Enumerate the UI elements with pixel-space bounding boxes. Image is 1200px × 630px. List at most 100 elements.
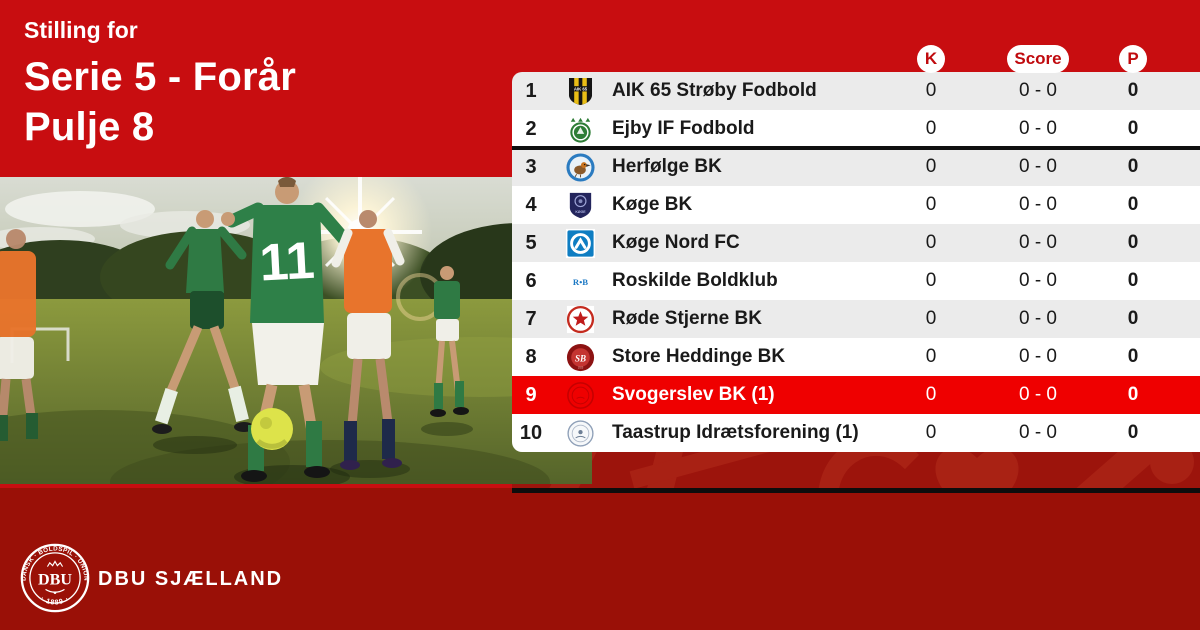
svg-text:SB: SB — [574, 353, 585, 363]
column-badge-k: K — [917, 45, 945, 73]
matches-played-value: 0 — [925, 270, 937, 291]
matches-played-value: 0 — [925, 80, 937, 101]
points-value: 0 — [1127, 232, 1139, 253]
score-value: 0 - 0 — [1018, 80, 1058, 101]
team-name: Ejby IF Fodbold — [612, 118, 755, 139]
score-value: 0 - 0 — [1018, 118, 1058, 139]
koege-nord-fc-crest-icon — [563, 227, 597, 259]
footer-band — [0, 488, 1200, 630]
points-value: 0 — [1127, 118, 1139, 139]
matches-played-value: 0 — [925, 232, 937, 253]
column-label-p: P — [1127, 49, 1139, 68]
player-green-right — [430, 266, 469, 417]
promotion-divider-rule — [512, 146, 1200, 150]
store-heddinge-bk-crest-icon: SB 1925 — [563, 341, 597, 373]
position-number: 4 — [525, 193, 537, 216]
team-name: Svogerslev BK (1) — [612, 384, 775, 405]
position-number: 1 — [525, 79, 537, 102]
table-row: 2 Ejby IF Fodbold 0 0 - 0 0 — [512, 110, 1200, 148]
score-value: 0 - 0 — [1018, 346, 1058, 367]
brand-name: DBU SJÆLLAND — [98, 568, 284, 590]
title-block: Stilling for Serie 5 - Forår Pulje 8 — [24, 16, 296, 152]
ejby-if-crest-icon — [563, 113, 597, 145]
standings-table: 1 AIK 65 AIK 65 Strøby Fodbold 0 0 - 0 0… — [512, 72, 1200, 452]
team-name: Taastrup Idrætsforening (1) — [612, 422, 859, 443]
points-value: 0 — [1127, 308, 1139, 329]
table-row: 9 Svogerslev BK (1) 0 0 - 0 0 — [512, 376, 1200, 414]
hero-photo: 11 — [0, 177, 592, 484]
koege-bk-crest-icon: KØGE — [563, 189, 597, 221]
crest-monogram: DBU — [38, 572, 72, 589]
points-value: 0 — [1127, 270, 1139, 291]
matches-played-value: 0 — [925, 156, 937, 177]
team-name: Køge BK — [612, 194, 693, 215]
column-badge-score: Score — [1007, 45, 1069, 73]
aik-65-stroeby-crest-icon: AIK 65 — [563, 75, 597, 107]
table-row: 3 Herfølge BK 0 0 - 0 0 — [512, 148, 1200, 186]
player-green-left — [152, 210, 254, 434]
points-value: 0 — [1127, 346, 1139, 367]
matches-played-value: 0 — [925, 118, 937, 139]
table-row: 6 R•B Roskilde Boldklub 0 0 - 0 0 — [512, 262, 1200, 300]
position-number: 6 — [525, 269, 537, 292]
matches-played-value: 0 — [925, 308, 937, 329]
column-label-score: Score — [1014, 49, 1062, 68]
page-title-line2: Pulje 8 — [24, 105, 155, 149]
score-value: 0 - 0 — [1018, 384, 1058, 405]
svg-text:R•B: R•B — [572, 276, 587, 286]
team-name: Store Heddinge BK — [612, 346, 786, 367]
column-label-k: K — [924, 49, 938, 68]
team-name: Roskilde Boldklub — [612, 270, 778, 291]
score-value: 0 - 0 — [1018, 194, 1058, 215]
player-main: 11 — [221, 177, 355, 482]
herfoelge-bk-crest-icon — [563, 151, 597, 183]
soccer-action-illustration: 11 — [0, 177, 592, 484]
roskilde-boldklub-crest-icon: R•B — [563, 265, 597, 297]
svg-text:KØGE: KØGE — [575, 209, 586, 213]
eyebrow-label: Stilling for — [24, 17, 138, 43]
table-row: 5 Køge Nord FC 0 0 - 0 0 — [512, 224, 1200, 262]
table-row: 7 Røde Stjerne BK 0 0 - 0 0 — [512, 300, 1200, 338]
watermark-glyphs — [549, 452, 1194, 488]
position-number: 2 — [525, 117, 537, 140]
svogerslev-bk-crest-icon — [563, 379, 597, 411]
matches-played-value: 0 — [925, 346, 937, 367]
position-number: 8 — [525, 345, 537, 368]
svg-text:· 1889 ·: · 1889 · — [39, 595, 71, 606]
team-name: Herfølge BK — [612, 156, 722, 177]
points-value: 0 — [1127, 156, 1139, 177]
position-number: 3 — [525, 155, 537, 178]
crest-watermark-band — [512, 452, 1200, 488]
table-row: 8 SB 1925 Store Heddinge BK 0 0 - 0 0 — [512, 338, 1200, 376]
position-number: 7 — [525, 307, 537, 330]
crest-ring-text-bottom: · 1889 · — [39, 595, 70, 606]
score-value: 0 - 0 — [1018, 156, 1058, 177]
matches-played-value: 0 — [925, 384, 937, 405]
dbu-crest-icon: DANSK · BOLDSPIL · UNION · 1889 · DBU — [21, 543, 90, 613]
table-row: 10 Taastrup Idrætsforening (1) 0 0 - 0 0 — [512, 414, 1200, 452]
team-name: AIK 65 Strøby Fodbold — [612, 80, 817, 101]
svg-text:1925: 1925 — [577, 366, 583, 369]
matches-played-value: 0 — [925, 422, 937, 443]
score-value: 0 - 0 — [1018, 232, 1058, 253]
svg-text:AIK 65: AIK 65 — [573, 86, 587, 91]
page-title-line1: Serie 5 - Forår — [24, 55, 297, 99]
table-bottom-rule — [512, 488, 1200, 493]
matches-played-value: 0 — [925, 194, 937, 215]
soccer-ball-icon — [251, 408, 293, 450]
jersey-number: 11 — [258, 232, 316, 293]
points-value: 0 — [1127, 194, 1139, 215]
player-orange-left — [0, 229, 38, 441]
position-number: 10 — [519, 421, 543, 444]
score-value: 0 - 0 — [1018, 308, 1058, 329]
team-name: Røde Stjerne BK — [612, 308, 762, 329]
points-value: 0 — [1127, 384, 1139, 405]
position-number: 9 — [525, 383, 537, 406]
table-row: 1 AIK 65 AIK 65 Strøby Fodbold 0 0 - 0 0 — [512, 72, 1200, 110]
points-value: 0 — [1127, 80, 1139, 101]
position-number: 5 — [525, 231, 537, 254]
score-value: 0 - 0 — [1018, 422, 1058, 443]
column-badge-p: P — [1119, 45, 1147, 73]
table-row: 4 KØGE Køge BK 0 0 - 0 0 — [512, 186, 1200, 224]
